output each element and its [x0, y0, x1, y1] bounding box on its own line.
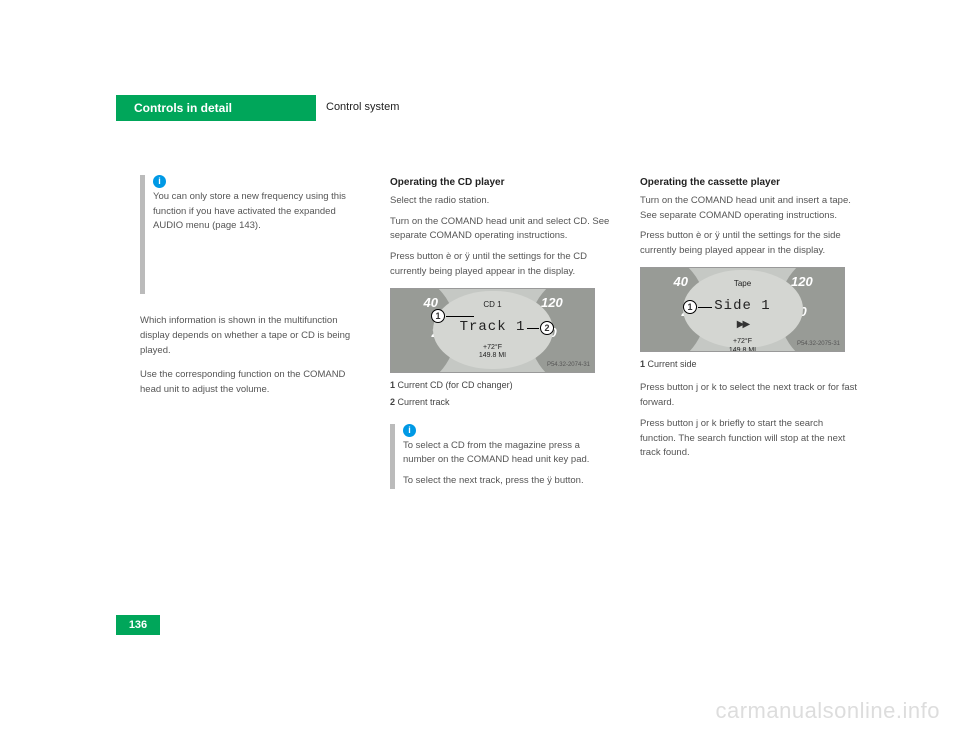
image-code: P54.32-2075-31 — [797, 340, 840, 349]
page-number: 136 — [116, 615, 160, 635]
callout-line — [698, 307, 712, 308]
caption: 1 Current side — [640, 358, 860, 372]
section-subtitle: Control system — [326, 101, 399, 113]
display-temp: +72°F — [733, 338, 752, 345]
caption: 1 Current CD (for CD changer) — [390, 379, 610, 393]
column-2: Operating the CD player Select the radio… — [390, 175, 610, 499]
callout-2: 2 — [540, 321, 554, 335]
callout-1: 1 — [431, 309, 445, 323]
caption: 2 Current track — [390, 396, 610, 410]
cluster-tape-image: 40 20 120 140 Tape Side 1 ▶▶ +72°F 149.8… — [640, 267, 845, 352]
fast-forward-icon: ▶▶ — [683, 317, 803, 332]
display-temp: +72°F — [483, 344, 502, 351]
display-title: CD 1 — [433, 299, 553, 311]
column-3: Operating the cassette player Turn on th… — [640, 175, 860, 461]
info-icon: i — [153, 175, 166, 188]
heading-cd: Operating the CD player — [390, 175, 610, 190]
paragraph: Select the radio station. — [390, 194, 610, 209]
paragraph: Turn on the COMAND head unit and insert … — [640, 194, 860, 223]
info-text: To select a CD from the magazine press a… — [403, 439, 610, 468]
watermark: carmanualsonline.info — [715, 698, 940, 724]
info-icon: i — [403, 424, 416, 437]
paragraph: Press button j or k to select the next t… — [640, 381, 860, 410]
paragraph: Use the corresponding function on the CO… — [140, 368, 360, 397]
center-display: Tape Side 1 ▶▶ +72°F 149.8 MI — [683, 270, 803, 348]
cluster-cd-image: 40 20 120 140 CD 1 Track 1 +72°F 149.8 M… — [390, 288, 595, 373]
display-sub: +72°F 149.8 MI — [433, 344, 553, 361]
center-display: CD 1 Track 1 +72°F 149.8 MI — [433, 291, 553, 369]
callout-line — [527, 328, 539, 329]
image-code: P54.32-2074-31 — [547, 361, 590, 370]
paragraph: Press button j or k briefly to start the… — [640, 417, 860, 461]
display-sub: +72°F 149.8 MI — [683, 338, 803, 352]
paragraph: Press button è or ÿ until the settings f… — [640, 229, 860, 258]
section-tab: Controls in detail — [116, 95, 316, 121]
column-1: i You can only store a new frequency usi… — [140, 175, 360, 398]
paragraph: Which information is shown in the multif… — [140, 314, 360, 358]
info-text: You can only store a new frequency using… — [153, 190, 360, 234]
paragraph: Turn on the COMAND head unit and select … — [390, 215, 610, 244]
info-note: i You can only store a new frequency usi… — [140, 175, 360, 294]
display-title: Tape — [683, 278, 803, 290]
info-note: i To select a CD from the magazine press… — [390, 424, 610, 489]
paragraph: Press button è or ÿ until the settings f… — [390, 250, 610, 279]
display-miles: 149.8 MI — [479, 352, 506, 359]
callout-1: 1 — [683, 300, 697, 314]
heading-tape: Operating the cassette player — [640, 175, 860, 190]
manual-page: Controls in detail Control system i You … — [100, 95, 860, 635]
info-text: To select the next track, press the ÿ bu… — [403, 474, 610, 489]
display-miles: 149.8 MI — [729, 347, 756, 352]
callout-line — [446, 316, 474, 317]
